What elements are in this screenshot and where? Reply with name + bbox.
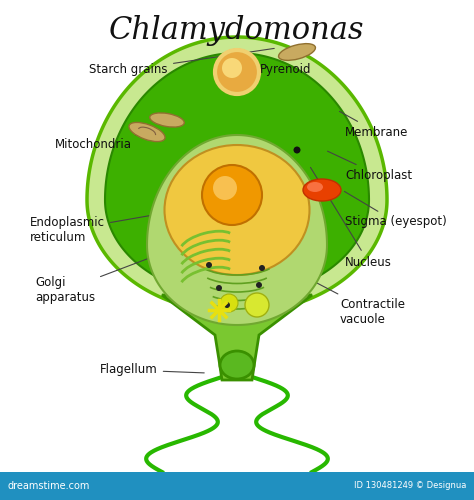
Polygon shape — [147, 135, 327, 325]
Polygon shape — [162, 295, 312, 380]
Text: ID 130481249 © Designua: ID 130481249 © Designua — [354, 482, 466, 490]
Text: dreamstime.com: dreamstime.com — [8, 481, 91, 491]
Circle shape — [245, 293, 269, 317]
Text: Mitochondria: Mitochondria — [55, 132, 146, 152]
Text: Golgi
apparatus: Golgi apparatus — [35, 241, 194, 304]
Circle shape — [216, 285, 222, 291]
Ellipse shape — [164, 145, 310, 275]
Circle shape — [202, 165, 262, 225]
Circle shape — [220, 294, 238, 312]
Polygon shape — [87, 37, 387, 313]
Text: Membrane: Membrane — [339, 112, 409, 138]
Ellipse shape — [150, 113, 184, 127]
Text: Stigma (eyespot): Stigma (eyespot) — [345, 192, 447, 228]
Polygon shape — [105, 53, 369, 297]
Text: Chlamydomonas: Chlamydomonas — [109, 14, 365, 46]
Text: Chloroplast: Chloroplast — [328, 151, 412, 182]
Circle shape — [206, 262, 212, 268]
Ellipse shape — [303, 179, 341, 201]
Circle shape — [224, 302, 230, 308]
Text: Nucleus: Nucleus — [310, 168, 392, 268]
Circle shape — [222, 58, 242, 78]
Ellipse shape — [307, 182, 323, 192]
Ellipse shape — [220, 351, 254, 379]
Text: Flagellum: Flagellum — [100, 364, 204, 376]
Circle shape — [259, 265, 265, 271]
Circle shape — [256, 282, 262, 288]
Text: Contractile
vacuole: Contractile vacuole — [272, 260, 405, 326]
Ellipse shape — [279, 44, 315, 60]
Circle shape — [213, 176, 237, 200]
Ellipse shape — [129, 122, 165, 142]
FancyBboxPatch shape — [0, 472, 474, 500]
Text: Endoplasmic
reticulum: Endoplasmic reticulum — [30, 210, 179, 244]
Circle shape — [215, 50, 259, 94]
Text: Pyrenoid: Pyrenoid — [245, 64, 311, 76]
Circle shape — [293, 146, 301, 154]
Text: Starch grains: Starch grains — [90, 48, 274, 76]
